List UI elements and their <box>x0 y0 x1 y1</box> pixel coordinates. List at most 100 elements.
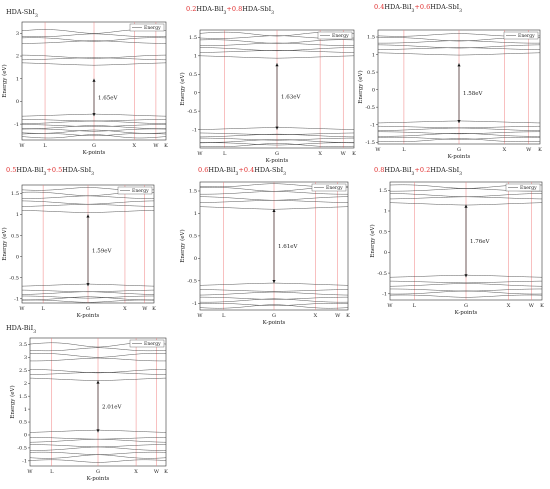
y-axis-label: Energy (eV) <box>1 64 8 97</box>
y-tick-label: 1 <box>372 52 375 58</box>
y-tick-label: -1 <box>14 122 19 128</box>
y-tick-label: 2.5 <box>19 368 27 374</box>
valence-band-line <box>378 131 540 135</box>
valence-band-line <box>377 136 541 140</box>
y-tick-label: -0.5 <box>187 109 197 115</box>
valence-band-line <box>199 142 355 146</box>
x-tick-label: W <box>154 469 160 475</box>
legend-box <box>129 339 165 348</box>
x-tick-label: G <box>86 306 90 312</box>
title-coefficient: +0.8 <box>226 5 242 13</box>
legend-label: Energy <box>144 25 161 31</box>
y-tick-label: 1 <box>16 212 19 218</box>
y-tick-label: -1 <box>192 127 197 133</box>
legend-label: Energy <box>144 341 161 347</box>
y-tick-label: 0 <box>24 433 27 439</box>
y-axis-label: Energy (eV) <box>9 385 16 418</box>
x-tick-label: W <box>387 303 393 309</box>
gap-arrow-head-down <box>86 283 90 287</box>
title-compound: 3 <box>412 8 415 14</box>
valence-band-line <box>29 438 167 443</box>
y-tick-label: 0.5 <box>189 72 197 78</box>
panel-title: 0.4HDA-BiI3+0.6HDA-SbI3 <box>374 3 462 14</box>
gap-arrow-head-down <box>92 113 96 117</box>
x-tick-label: G <box>457 147 461 153</box>
conduction-band-line <box>29 353 167 358</box>
y-tick-label: 1 <box>194 54 197 60</box>
x-tick-label: L <box>223 151 227 157</box>
x-tick-label: W <box>529 303 535 309</box>
conduction-band-line <box>21 62 167 66</box>
x-axis-label: K-points <box>448 154 471 160</box>
x-tick-label: L <box>43 143 47 149</box>
x-tick-label: X <box>507 303 511 309</box>
conduction-band-line <box>199 196 349 201</box>
x-tick-label: W <box>341 151 347 157</box>
title-coefficient: +0.4 <box>238 166 254 174</box>
x-tick-label: G <box>96 469 100 475</box>
conduction-band-line <box>21 200 155 205</box>
valence-band-line <box>21 299 155 303</box>
band-panel: 0.2HDA-BiI3+0.8HDA-SbI31.63eV1.510.50-0.… <box>179 5 356 164</box>
x-axis-label: K-points <box>266 158 289 164</box>
x-tick-label: G <box>92 143 96 149</box>
x-axis-label: K-points <box>455 310 478 316</box>
x-tick-label: K <box>346 313 350 319</box>
x-tick-label: X <box>318 151 322 157</box>
title-compound: HDA-BiI <box>384 166 412 174</box>
x-tick-label: X <box>314 313 318 319</box>
x-tick-label: L <box>50 469 54 475</box>
y-tick-label: -0.5 <box>187 279 197 285</box>
x-tick-label: G <box>275 151 279 157</box>
conduction-band-line <box>21 33 167 37</box>
x-axis-label: K-points <box>83 150 106 156</box>
panel-title: 0.8HDA-BiI3+0.2HDA-SbI3 <box>374 166 462 177</box>
title-coefficient: +0.2 <box>414 166 430 174</box>
title-compound: HDA-SbI <box>62 166 91 174</box>
gap-arrow-head-down <box>464 274 468 278</box>
gap-arrow-head-down <box>457 119 461 123</box>
conduction-band-line <box>377 47 541 50</box>
valence-band-line <box>199 282 349 286</box>
title-coefficient: +0.6 <box>414 3 430 11</box>
y-tick-label: 0 <box>372 87 375 93</box>
title-compound: HDA-SbI <box>430 3 459 11</box>
legend-box <box>129 23 165 32</box>
conduction-band-line <box>377 52 541 56</box>
x-tick-label: L <box>413 303 417 309</box>
valence-band-line <box>29 459 167 463</box>
valence-band-line <box>199 303 349 306</box>
y-tick-label: -1 <box>22 459 27 465</box>
x-tick-label: G <box>464 303 468 309</box>
x-tick-label: K <box>152 306 156 312</box>
x-tick-label: L <box>402 147 406 153</box>
gap-label: 1.58eV <box>463 91 484 97</box>
title-coefficient: 0.6 <box>198 166 208 174</box>
title-compound: HDA-BiI <box>196 5 224 13</box>
conduction-band-line <box>199 55 355 59</box>
conduction-band-line <box>21 40 167 44</box>
valence-band-line <box>199 137 355 141</box>
y-tick-label: 0 <box>194 256 197 262</box>
gap-arrow-head-up <box>92 78 96 82</box>
y-tick-label: 1 <box>194 211 197 217</box>
x-tick-label: X <box>503 147 507 153</box>
title-compound: 3 <box>236 171 239 177</box>
conduction-band-line <box>29 372 167 375</box>
gap-label: 1.65eV <box>98 95 119 101</box>
conduction-band-line <box>29 369 167 374</box>
title-compound: 3 <box>459 8 462 14</box>
valence-band-line <box>199 304 349 309</box>
legend-label: Energy <box>518 33 535 39</box>
title-compound: 3 <box>224 10 227 16</box>
panel-title: 0.6HDA-BiI3+0.4HDA-SbI3 <box>198 166 286 177</box>
title-compound: HDA-BiI <box>16 166 44 174</box>
title-coefficient: +0.5 <box>46 166 62 174</box>
title-compound: HDA-BiI <box>384 3 412 11</box>
valence-band-line <box>21 296 155 301</box>
panel-title: 0.2HDA-BiI3+0.8HDA-SbI3 <box>186 5 274 16</box>
title-compound: HDA-SbI <box>430 166 459 174</box>
title-compound: HDA-SbI <box>242 5 271 13</box>
y-tick-label: 0.5 <box>379 229 387 235</box>
x-axis-label: K-points <box>77 313 100 319</box>
